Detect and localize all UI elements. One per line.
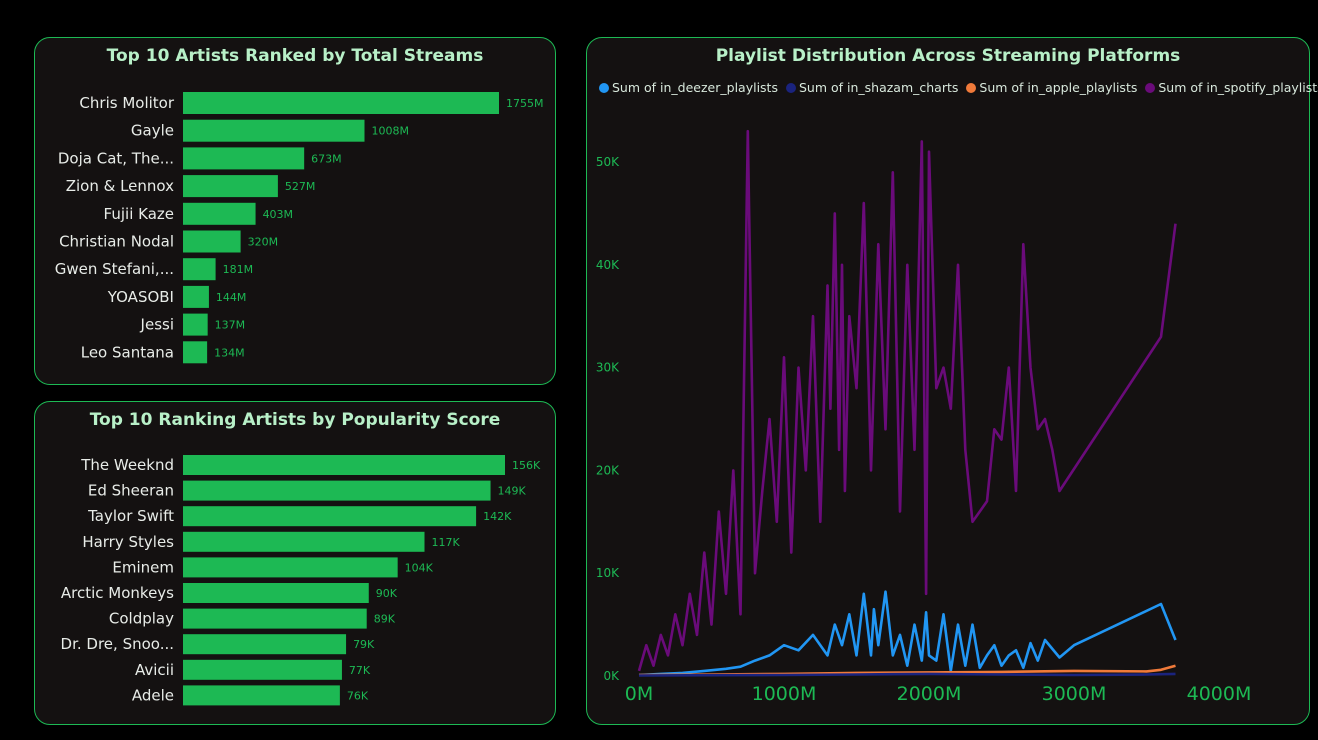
category-label: Arctic Monkeys — [61, 584, 174, 602]
bar[interactable] — [183, 285, 209, 308]
category-label: YOASOBI — [107, 288, 174, 306]
y-tick-label: 40K — [596, 258, 620, 272]
data-label: 142K — [483, 510, 512, 523]
category-label: Fujii Kaze — [104, 205, 174, 223]
data-label: 1755M — [506, 97, 544, 110]
x-tick-label: 0M — [625, 683, 653, 705]
legend-swatch — [966, 82, 977, 93]
bar[interactable] — [183, 119, 365, 142]
bar[interactable] — [183, 175, 278, 198]
data-label: 144M — [216, 291, 247, 304]
data-label: 403M — [263, 208, 294, 221]
y-tick-label: 50K — [596, 155, 620, 169]
y-tick-label: 30K — [596, 361, 620, 375]
legend-swatch — [1145, 82, 1156, 93]
playlist-line-chart: 0K 10K 20K 30K 40K 50K 0M 1000M 2000M 3000M 4000M — [596, 129, 1252, 705]
y-tick-label: 0K — [603, 669, 620, 683]
bar[interactable] — [183, 341, 208, 364]
streams-chart-panel: Top 10 Artists Ranked by Total Streams C… — [34, 37, 556, 385]
data-label: 673M — [311, 152, 342, 165]
category-label: Chris Molitor — [79, 94, 174, 112]
series-line[interactable] — [637, 129, 1177, 672]
data-label: 79K — [353, 638, 375, 651]
data-label: 104K — [405, 561, 434, 574]
bar[interactable] — [183, 557, 398, 578]
series-line[interactable] — [638, 590, 1177, 677]
category-label: Zion & Lennox — [66, 177, 174, 195]
legend-item-shazam[interactable]: Sum of in_shazam_charts — [785, 80, 959, 95]
category-label: Avicii — [135, 661, 174, 679]
data-label: 76K — [347, 689, 369, 702]
data-label: 527M — [285, 180, 316, 193]
y-tick-label: 20K — [596, 463, 620, 477]
data-label: 77K — [349, 664, 371, 677]
popularity-bar-chart: The Weeknd 156K Ed Sheeran 149K Taylor Swift… — [61, 455, 541, 706]
category-label: Doja Cat, The... — [58, 149, 174, 167]
legend-item-spotify[interactable]: Sum of in_spotify_playlists — [1145, 80, 1318, 95]
category-label: Gayle — [131, 122, 174, 140]
bar[interactable] — [183, 659, 342, 680]
data-label: 134M — [214, 346, 245, 359]
bar[interactable] — [183, 608, 367, 629]
x-tick-label: 2000M — [897, 683, 962, 705]
category-label: Coldplay — [109, 610, 174, 628]
category-label: Christian Nodal — [59, 233, 174, 251]
chart-title: Top 10 Ranking Artists by Popularity Sco… — [89, 410, 501, 430]
bar[interactable] — [183, 455, 505, 475]
legend-label: Sum of in_shazam_charts — [798, 80, 959, 95]
x-tick-label: 4000M — [1187, 683, 1252, 705]
bar[interactable] — [183, 202, 256, 225]
data-label: 320M — [248, 236, 278, 249]
category-label: Ed Sheeran — [88, 482, 174, 500]
category-label: Dr. Dre, Snoo... — [61, 635, 174, 653]
legend-item-apple[interactable]: Sum of in_apple_playlists — [966, 80, 1137, 95]
bar[interactable] — [183, 531, 425, 552]
category-label: The Weeknd — [80, 456, 174, 474]
bar[interactable] — [183, 480, 491, 501]
category-label: Jessi — [140, 316, 174, 334]
data-label: 149K — [498, 485, 527, 498]
category-label: Eminem — [112, 558, 174, 576]
legend-item-deezer[interactable]: Sum of in_deezer_playlists — [599, 80, 778, 95]
x-tick-label: 1000M — [752, 683, 817, 705]
category-label: Adele — [132, 686, 174, 704]
category-label: Harry Styles — [82, 533, 174, 551]
series-line[interactable] — [638, 672, 1176, 677]
y-tick-label: 10K — [596, 566, 620, 580]
bar[interactable] — [183, 92, 499, 114]
x-tick-label: 3000M — [1042, 683, 1107, 705]
bar[interactable] — [183, 147, 305, 170]
bar[interactable] — [183, 230, 241, 253]
data-label: 1008M — [371, 125, 409, 138]
bar[interactable] — [183, 313, 208, 336]
legend-label: Sum of in_spotify_playlists — [1158, 80, 1318, 95]
category-label: Taylor Swift — [87, 507, 174, 525]
category-label: Gwen Stefani,... — [55, 260, 174, 278]
playlist-line-chart-panel: Playlist Distribution Across Streaming P… — [586, 37, 1318, 725]
chart-title: Top 10 Artists Ranked by Total Streams — [106, 46, 484, 66]
category-label: Leo Santana — [81, 343, 174, 361]
data-label: 156K — [512, 459, 541, 472]
data-label: 89K — [374, 613, 396, 626]
streams-bar-chart: Chris Molitor 1755M Gayle 1008M Doja Cat, Th… — [55, 92, 544, 364]
bar[interactable] — [183, 258, 216, 281]
data-label: 117K — [432, 536, 461, 549]
legend-label: Sum of in_apple_playlists — [979, 80, 1138, 95]
data-label: 137M — [215, 319, 246, 332]
bar[interactable] — [183, 506, 477, 527]
legend-label: Sum of in_deezer_playlists — [612, 80, 778, 95]
chart-title: Playlist Distribution Across Streaming P… — [715, 46, 1181, 66]
bar[interactable] — [183, 583, 369, 603]
data-label: 181M — [223, 263, 254, 276]
bar[interactable] — [183, 685, 340, 706]
data-label: 90K — [376, 587, 398, 600]
legend-swatch — [599, 82, 609, 93]
popularity-chart-panel: Top 10 Ranking Artists by Popularity Sco… — [34, 401, 556, 725]
chart-legend: Sum of in_deezer_playlists Sum of in_sha… — [599, 80, 1318, 95]
legend-swatch — [785, 82, 796, 93]
bar[interactable] — [183, 634, 347, 655]
